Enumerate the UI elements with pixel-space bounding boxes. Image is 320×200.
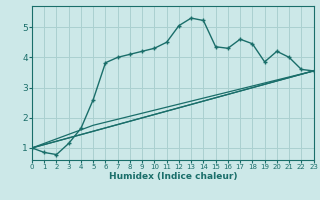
X-axis label: Humidex (Indice chaleur): Humidex (Indice chaleur) <box>108 172 237 181</box>
